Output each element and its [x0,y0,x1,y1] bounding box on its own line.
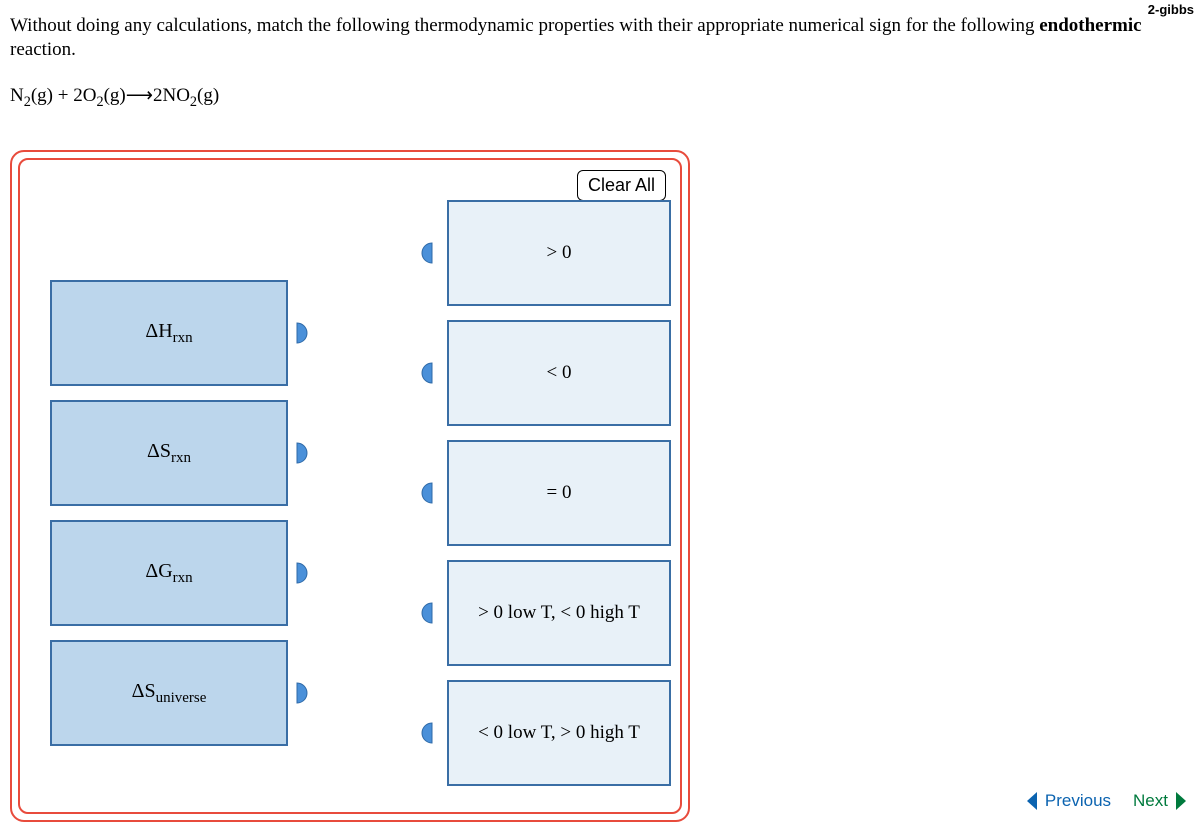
dest-eq-zero[interactable]: = 0 [447,440,671,546]
source-delta-g-rxn[interactable]: ΔGrxn [50,520,288,626]
matching-panel-outer: Clear All ΔHrxn ΔSrxn ΔGrxn ΔSuniverse > 0 <… [10,150,690,822]
clear-all-button[interactable]: Clear All [577,170,666,201]
source-delta-h-rxn[interactable]: ΔHrxn [50,280,288,386]
source-label: ΔHrxn [145,320,192,347]
source-delta-s-rxn[interactable]: ΔSrxn [50,400,288,506]
previous-label: Previous [1045,791,1111,811]
dest-row-lt-low-gt-high: < 0 low T, > 0 high T [415,680,675,786]
reaction-equation: N2(g) + 2O2(g)⟶2NO2(g) [0,66,1200,121]
dest-row-gt-low-lt-high: > 0 low T, < 0 high T [415,560,675,666]
previous-button[interactable]: Previous [1023,790,1111,812]
page-id-label: 2-gibbs [1148,2,1194,17]
dest-gt-low-lt-high[interactable]: > 0 low T, < 0 high T [447,560,671,666]
source-label: ΔSuniverse [132,680,207,707]
drag-handle-right-icon[interactable] [294,681,314,705]
dest-lt-zero[interactable]: < 0 [447,320,671,426]
question-text: Without doing any calculations, match th… [0,0,1200,66]
drag-handle-right-icon[interactable] [294,321,314,345]
sources-column: ΔHrxn ΔSrxn ΔGrxn ΔSuniverse [50,280,320,760]
drag-handle-left-icon[interactable] [415,721,435,745]
nav-buttons: Previous Next [1023,790,1190,812]
dest-label: = 0 [547,482,572,504]
dest-label: < 0 low T, > 0 high T [478,722,640,744]
dest-gt-zero[interactable]: > 0 [447,200,671,306]
drag-handle-right-icon[interactable] [294,441,314,465]
drag-handle-left-icon[interactable] [415,481,435,505]
chevron-right-icon [1172,790,1190,812]
dest-label: > 0 low T, < 0 high T [478,602,640,624]
next-label: Next [1133,791,1168,811]
dest-row-eq-zero: = 0 [415,440,675,546]
drag-handle-right-icon[interactable] [294,561,314,585]
source-delta-s-universe[interactable]: ΔSuniverse [50,640,288,746]
question-bold: endothermic [1039,15,1141,36]
source-label: ΔSrxn [147,440,191,467]
drag-handle-left-icon[interactable] [415,361,435,385]
destinations-column: > 0 < 0 = 0 > 0 low T, < 0 high T < 0 low T,… [415,200,675,800]
next-button[interactable]: Next [1133,790,1190,812]
dest-label: < 0 [547,362,572,384]
dest-label: > 0 [547,242,572,264]
question-post: reaction. [10,39,76,60]
dest-row-gt-zero: > 0 [415,200,675,306]
dest-lt-low-gt-high[interactable]: < 0 low T, > 0 high T [447,680,671,786]
drag-handle-left-icon[interactable] [415,601,435,625]
source-label: ΔGrxn [145,560,192,587]
chevron-left-icon [1023,790,1041,812]
matching-panel: Clear All ΔHrxn ΔSrxn ΔGrxn ΔSuniverse > 0 <… [18,158,682,814]
question-pre: Without doing any calculations, match th… [10,15,1039,36]
drag-handle-left-icon[interactable] [415,241,435,265]
dest-row-lt-zero: < 0 [415,320,675,426]
